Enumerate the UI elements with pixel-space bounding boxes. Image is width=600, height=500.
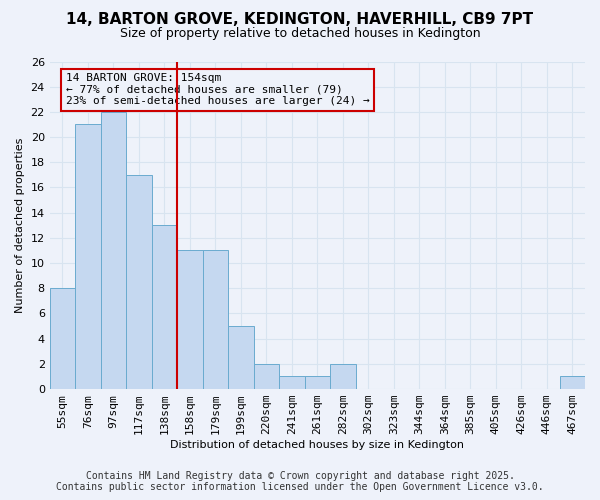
X-axis label: Distribution of detached houses by size in Kedington: Distribution of detached houses by size … xyxy=(170,440,464,450)
Text: 14 BARTON GROVE: 154sqm
← 77% of detached houses are smaller (79)
23% of semi-de: 14 BARTON GROVE: 154sqm ← 77% of detache… xyxy=(66,73,370,106)
Bar xyxy=(75,124,101,389)
Bar xyxy=(254,364,279,389)
Bar xyxy=(279,376,305,389)
Text: 14, BARTON GROVE, KEDINGTON, HAVERHILL, CB9 7PT: 14, BARTON GROVE, KEDINGTON, HAVERHILL, … xyxy=(67,12,533,28)
Bar xyxy=(50,288,75,389)
Text: Contains HM Land Registry data © Crown copyright and database right 2025.
Contai: Contains HM Land Registry data © Crown c… xyxy=(56,471,544,492)
Bar xyxy=(330,364,356,389)
Bar xyxy=(560,376,585,389)
Bar xyxy=(203,250,228,389)
Text: Size of property relative to detached houses in Kedington: Size of property relative to detached ho… xyxy=(119,28,481,40)
Bar xyxy=(228,326,254,389)
Bar xyxy=(152,226,177,389)
Bar xyxy=(305,376,330,389)
Bar xyxy=(126,175,152,389)
Y-axis label: Number of detached properties: Number of detached properties xyxy=(15,138,25,313)
Bar xyxy=(101,112,126,389)
Bar xyxy=(177,250,203,389)
